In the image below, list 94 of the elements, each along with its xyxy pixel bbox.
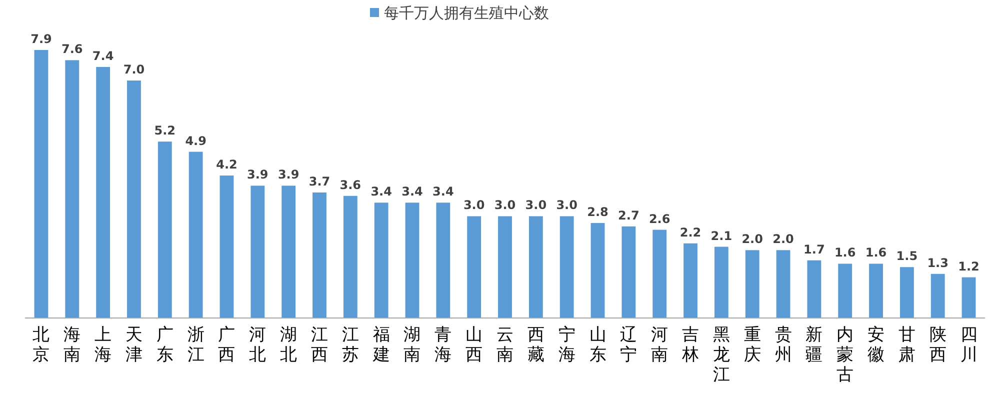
x-tick-label: 河南 xyxy=(651,325,668,365)
data-label: 4.9 xyxy=(185,134,206,148)
data-label: 5.2 xyxy=(154,124,176,138)
data-label: 1.6 xyxy=(834,246,856,260)
data-label: 3.4 xyxy=(432,184,454,199)
bar xyxy=(467,216,482,318)
data-label: 3.4 xyxy=(402,184,423,199)
bar xyxy=(869,264,883,318)
legend-label: 每千万人拥有生殖中心数 xyxy=(384,4,549,22)
data-label: 7.0 xyxy=(123,62,145,77)
bar xyxy=(962,277,976,318)
bar xyxy=(436,202,450,318)
bar xyxy=(96,66,110,318)
x-tick-label: 广西 xyxy=(218,325,236,365)
bar xyxy=(900,267,914,318)
bar xyxy=(343,196,358,318)
data-label: 2.8 xyxy=(587,205,608,220)
bar xyxy=(590,223,605,318)
x-tick-label: 贵州 xyxy=(774,325,792,365)
x-tick-label: 辽宁 xyxy=(620,325,638,365)
data-label: 3.9 xyxy=(278,168,300,182)
bar xyxy=(220,176,234,318)
data-label: 3.6 xyxy=(340,178,362,192)
data-label: 7.4 xyxy=(92,48,114,63)
x-tick-label: 天津 xyxy=(125,325,142,365)
bar xyxy=(745,250,760,318)
bar xyxy=(684,243,698,318)
data-label: 3.0 xyxy=(494,198,516,212)
x-tick-label: 浙江 xyxy=(187,325,204,365)
bar xyxy=(528,216,543,318)
x-tick-label: 内蒙古 xyxy=(836,325,854,385)
bar xyxy=(250,186,265,318)
data-label: 2.0 xyxy=(742,232,763,246)
data-label: 7.6 xyxy=(62,42,83,56)
data-label: 2.2 xyxy=(680,225,702,240)
x-tick-label: 甘肃 xyxy=(898,325,916,365)
bar xyxy=(127,80,141,318)
bar xyxy=(838,264,852,318)
data-label: 2.1 xyxy=(710,228,732,243)
bar xyxy=(622,226,636,318)
x-tick-label: 北京 xyxy=(32,325,50,365)
bar xyxy=(776,250,790,318)
x-tick-label: 上海 xyxy=(94,325,112,365)
data-label: 4.2 xyxy=(216,158,238,172)
data-label: 1.7 xyxy=(804,242,825,256)
x-tick-label: 西藏 xyxy=(527,325,544,365)
data-label: 7.9 xyxy=(30,32,52,46)
data-label: 3.0 xyxy=(525,198,547,212)
x-tick-label: 福建 xyxy=(372,325,390,365)
bar xyxy=(405,202,420,318)
data-label: 1.6 xyxy=(865,246,887,260)
data-label: 2.0 xyxy=(772,232,794,246)
x-tick-label: 新疆 xyxy=(806,325,823,365)
data-label: 1.3 xyxy=(927,256,948,270)
bar xyxy=(282,186,296,318)
x-tick-label: 吉林 xyxy=(681,325,700,365)
bar xyxy=(158,142,172,318)
data-label: 3.4 xyxy=(370,184,392,199)
bar xyxy=(560,216,574,318)
x-tick-label: 重庆 xyxy=(744,325,761,365)
bar xyxy=(374,202,388,318)
x-tick-label: 山西 xyxy=(466,325,483,365)
data-label: 1.5 xyxy=(896,249,918,264)
x-tick-label: 山东 xyxy=(589,325,606,365)
data-label: 2.7 xyxy=(618,208,640,222)
bar xyxy=(498,216,512,318)
bar xyxy=(188,152,203,318)
x-tick-label: 四川 xyxy=(960,325,978,365)
data-label: 2.6 xyxy=(648,212,670,226)
data-label: 3.9 xyxy=(247,168,268,182)
x-tick-label: 湖南 xyxy=(404,325,421,365)
bar xyxy=(34,50,48,318)
x-tick-label: 河北 xyxy=(249,325,266,365)
x-tick-label: 海南 xyxy=(64,325,81,365)
data-label: 3.0 xyxy=(556,198,578,212)
x-tick-label: 安徽 xyxy=(868,325,885,365)
data-label: 1.2 xyxy=(958,259,980,274)
data-label: 3.7 xyxy=(308,174,330,188)
x-tick-label: 广东 xyxy=(156,325,174,365)
bar xyxy=(930,274,945,318)
bar xyxy=(652,230,667,318)
x-tick-label: 湖北 xyxy=(280,325,298,365)
bar xyxy=(714,246,728,318)
data-label: 3.0 xyxy=(463,198,485,212)
x-tick-label: 云南 xyxy=(496,325,514,365)
x-tick-label: 宁海 xyxy=(558,325,576,365)
bar xyxy=(65,60,80,318)
x-tick-label: 江西 xyxy=(310,325,328,365)
x-tick-label: 陕西 xyxy=(929,325,946,365)
x-tick-label: 黑龙江 xyxy=(712,325,730,385)
bar xyxy=(807,260,822,318)
x-tick-label: 青海 xyxy=(434,325,452,365)
x-tick-label: 江苏 xyxy=(342,325,359,365)
bar xyxy=(312,192,326,318)
